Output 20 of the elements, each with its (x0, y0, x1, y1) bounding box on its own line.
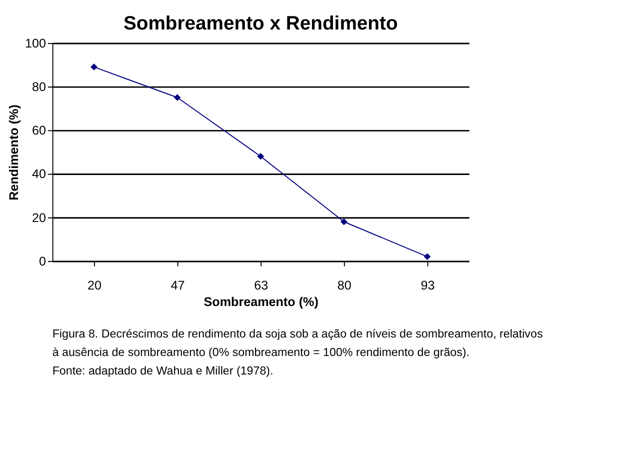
point (174, 94, 181, 101)
y-tick-label: 80 (32, 80, 46, 94)
y-tick-label: 0 (39, 254, 46, 268)
source-note: Fonte: adaptado de Wahua e Miller (1978). (52, 364, 274, 378)
y-tick-label: 40 (32, 167, 46, 182)
point (257, 152, 264, 160)
text: Figura 8. Decréscimos de rendimento da soja sob a ação de níveis de sombreamento, relativos à ausência de sombreamento (0% sombreamento = 100% rendimento de grãos). (52, 328, 543, 359)
x-tick-label: 47 (170, 278, 185, 293)
x-tick-label: 20 (87, 278, 102, 293)
y-tick-label: 20 (32, 210, 46, 225)
x-tick-label: 63 (254, 278, 268, 293)
point (340, 218, 348, 226)
y-tick-label: 60 (32, 124, 46, 138)
x-axis-title: Sombreamento (%) (204, 295, 318, 310)
y-axis-title: Rendimento (%) (7, 104, 22, 200)
chart-title: Sombreamento x Rendimento (123, 12, 398, 34)
y-tick-label: 100 (25, 36, 46, 50)
x-tick-label: 93 (420, 278, 435, 293)
x-tick-label: 80 (337, 278, 352, 293)
point (424, 253, 431, 260)
